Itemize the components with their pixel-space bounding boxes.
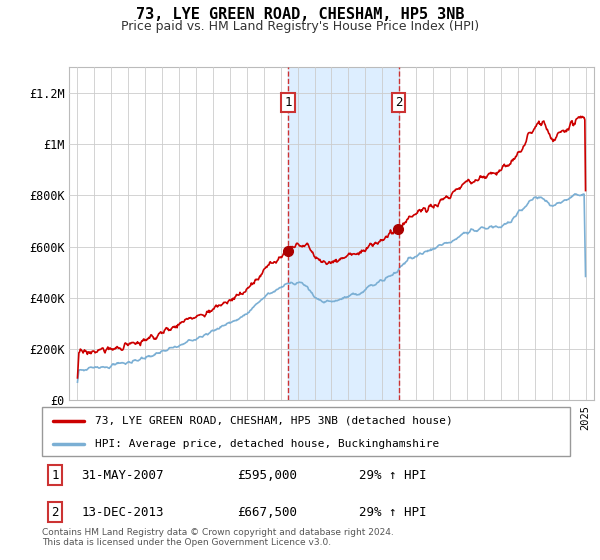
Text: 73, LYE GREEN ROAD, CHESHAM, HP5 3NB: 73, LYE GREEN ROAD, CHESHAM, HP5 3NB	[136, 7, 464, 22]
Text: 31-MAY-2007: 31-MAY-2007	[82, 469, 164, 482]
Bar	[288, 67, 398, 400]
Text: Price paid vs. HM Land Registry's House Price Index (HPI): Price paid vs. HM Land Registry's House …	[121, 20, 479, 33]
Text: Contains HM Land Registry data © Crown copyright and database right 2024.
This d: Contains HM Land Registry data © Crown c…	[42, 528, 394, 547]
Text: 13-DEC-2013: 13-DEC-2013	[82, 506, 164, 519]
Text: 1: 1	[52, 469, 59, 482]
Text: 73, LYE GREEN ROAD, CHESHAM, HP5 3NB (detached house): 73, LYE GREEN ROAD, CHESHAM, HP5 3NB (de…	[95, 416, 452, 426]
Text: 29% ↑ HPI: 29% ↑ HPI	[359, 469, 426, 482]
Text: 2: 2	[395, 96, 403, 109]
Text: 29% ↑ HPI: 29% ↑ HPI	[359, 506, 426, 519]
FancyBboxPatch shape	[42, 407, 570, 456]
Text: £667,500: £667,500	[238, 506, 298, 519]
Text: £595,000: £595,000	[238, 469, 298, 482]
Text: 1: 1	[284, 96, 292, 109]
Text: HPI: Average price, detached house, Buckinghamshire: HPI: Average price, detached house, Buck…	[95, 439, 439, 449]
Text: 2: 2	[52, 506, 59, 519]
